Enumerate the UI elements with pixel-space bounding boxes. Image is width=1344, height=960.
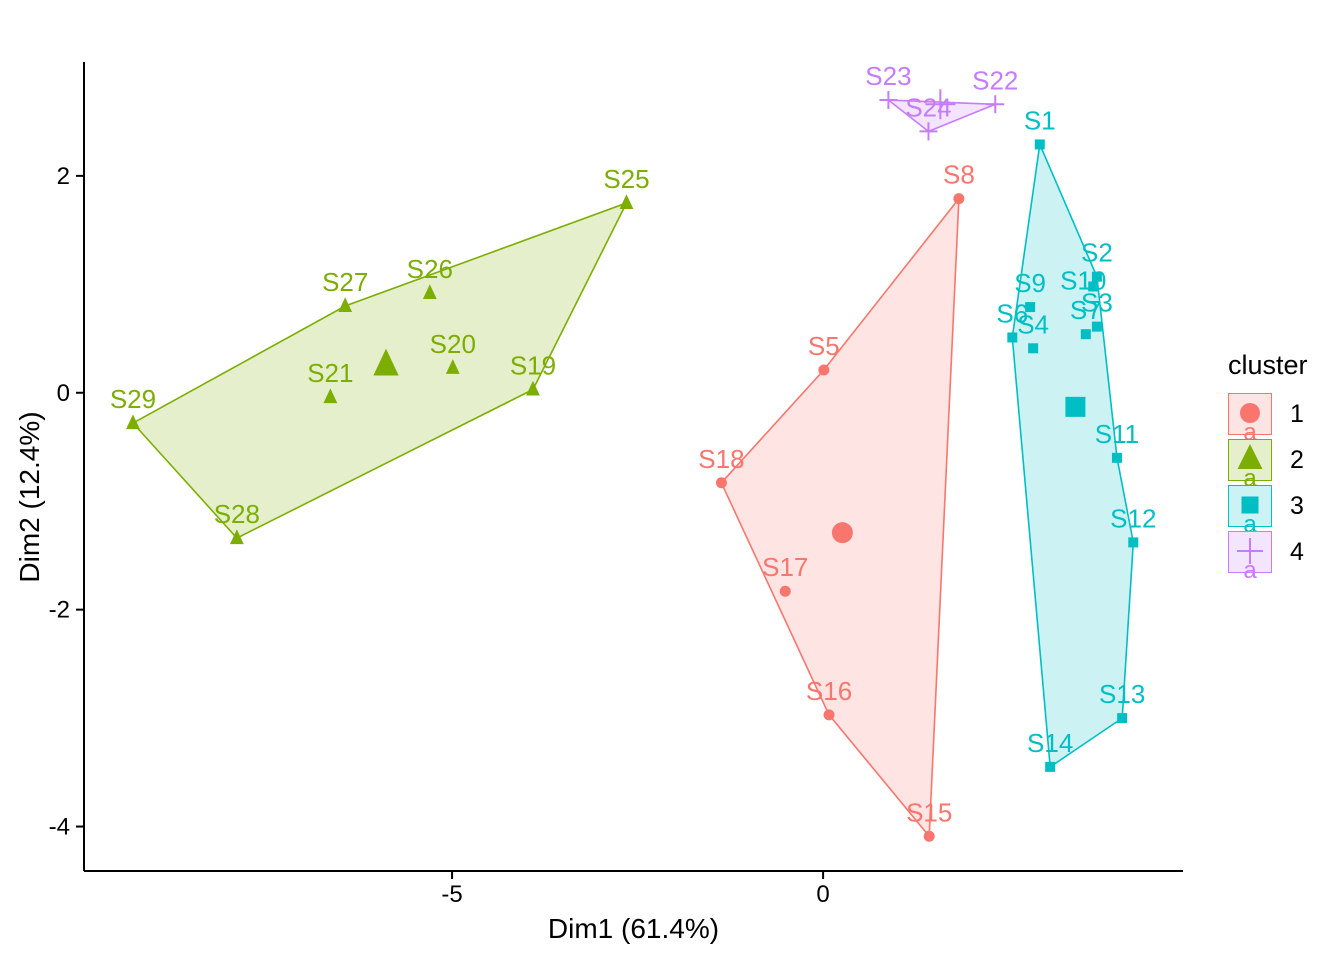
y-tick-label: -2 — [49, 597, 70, 624]
point-label-S4: S4 — [1017, 309, 1049, 339]
point-label-S7: S7 — [1070, 295, 1102, 325]
point-S28 — [229, 529, 244, 545]
point-label-S10: S10 — [1060, 265, 1106, 295]
legend-key-triangle-icon: a — [1228, 439, 1272, 491]
point-S12 — [1128, 537, 1139, 548]
point-label-S29: S29 — [110, 384, 156, 414]
point-S23 — [879, 90, 898, 109]
point-S15 — [923, 830, 935, 842]
centroid-cluster-2 — [373, 348, 399, 376]
point-label-S20: S20 — [430, 329, 476, 359]
point-S24 — [919, 122, 938, 141]
legend-key-circle-icon: a — [1228, 393, 1272, 445]
centroid-cluster-4 — [925, 89, 956, 120]
point-S20 — [445, 359, 460, 374]
point-label-S19: S19 — [510, 351, 556, 381]
point-label-S3: S3 — [1081, 288, 1113, 318]
legend-entry-label: 3 — [1290, 491, 1304, 520]
point-S14 — [1045, 761, 1056, 772]
point-label-S25: S25 — [603, 164, 649, 194]
legend-key-a-glyph: a — [1243, 511, 1257, 538]
point-S16 — [823, 709, 835, 721]
point-label-S27: S27 — [322, 267, 368, 297]
point-label-S24: S24 — [905, 92, 951, 122]
point-label-S26: S26 — [407, 254, 453, 284]
point-label-S18: S18 — [698, 444, 744, 474]
cluster-4-hull — [885, 99, 996, 133]
point-S10 — [1088, 281, 1099, 292]
cluster-1-hull — [720, 196, 960, 839]
point-S2 — [1091, 271, 1102, 282]
point-label-S2: S2 — [1081, 238, 1113, 268]
point-label-S9: S9 — [1014, 268, 1046, 298]
point-S18 — [715, 477, 727, 489]
point-label-S21: S21 — [307, 358, 353, 388]
point-label-S12: S12 — [1110, 503, 1156, 533]
point-S26 — [422, 284, 437, 299]
point-S4 — [1028, 343, 1039, 354]
point-S3 — [1091, 321, 1102, 332]
point-S7 — [1080, 329, 1091, 340]
centroid-cluster-3 — [1065, 396, 1086, 417]
point-label-S8: S8 — [943, 160, 975, 190]
point-label-S5: S5 — [808, 331, 840, 361]
point-S9 — [1025, 302, 1036, 313]
legend-title: cluster — [1228, 350, 1308, 380]
point-label-S6: S6 — [996, 298, 1028, 328]
x-axis-title: Dim1 (61.4%) — [547, 913, 720, 944]
point-S25 — [619, 194, 634, 209]
legend-key-square-icon: a — [1228, 485, 1272, 537]
point-S27 — [338, 297, 353, 313]
y-tick-label: -4 — [49, 814, 70, 841]
axis-lines — [83, 62, 1183, 872]
legend-entry-label: 4 — [1290, 537, 1304, 566]
point-label-S15: S15 — [906, 797, 952, 827]
legend-entry-label: 1 — [1290, 399, 1304, 428]
point-S6 — [1007, 332, 1018, 343]
legend-entry-label: 2 — [1290, 445, 1304, 474]
point-label-S28: S28 — [214, 499, 260, 529]
x-tick-label: 0 — [816, 881, 829, 908]
x-tick-label: -5 — [441, 881, 462, 908]
legend-key-a-glyph: a — [1243, 557, 1257, 584]
point-S11 — [1111, 452, 1122, 463]
point-S29 — [126, 414, 140, 430]
point-S5 — [818, 364, 830, 376]
point-S17 — [779, 585, 791, 597]
point-label-S22: S22 — [972, 65, 1018, 95]
y-tick-label: 2 — [57, 163, 70, 190]
y-tick-label: 0 — [57, 380, 70, 407]
point-label-S11: S11 — [1095, 419, 1139, 449]
point-S19 — [526, 380, 540, 396]
cluster-3-hull — [1011, 141, 1135, 769]
point-label-S17: S17 — [762, 552, 808, 582]
y-axis-title: Dim2 (12.4%) — [14, 411, 45, 583]
point-label-S14: S14 — [1027, 728, 1073, 758]
legend-key-cross-icon: a — [1228, 531, 1272, 583]
point-label-S23: S23 — [865, 61, 911, 91]
point-S8 — [953, 193, 965, 205]
point-label-S16: S16 — [806, 676, 852, 706]
legend-key-a-glyph: a — [1243, 465, 1257, 492]
centroid-cluster-1 — [831, 522, 853, 544]
legend-key-a-glyph: a — [1243, 419, 1257, 446]
point-label-S13: S13 — [1099, 679, 1145, 709]
point-S22 — [986, 95, 1005, 114]
point-S1 — [1034, 139, 1045, 150]
point-S13 — [1117, 713, 1128, 724]
point-label-S1: S1 — [1024, 105, 1056, 135]
point-S21 — [323, 388, 338, 404]
